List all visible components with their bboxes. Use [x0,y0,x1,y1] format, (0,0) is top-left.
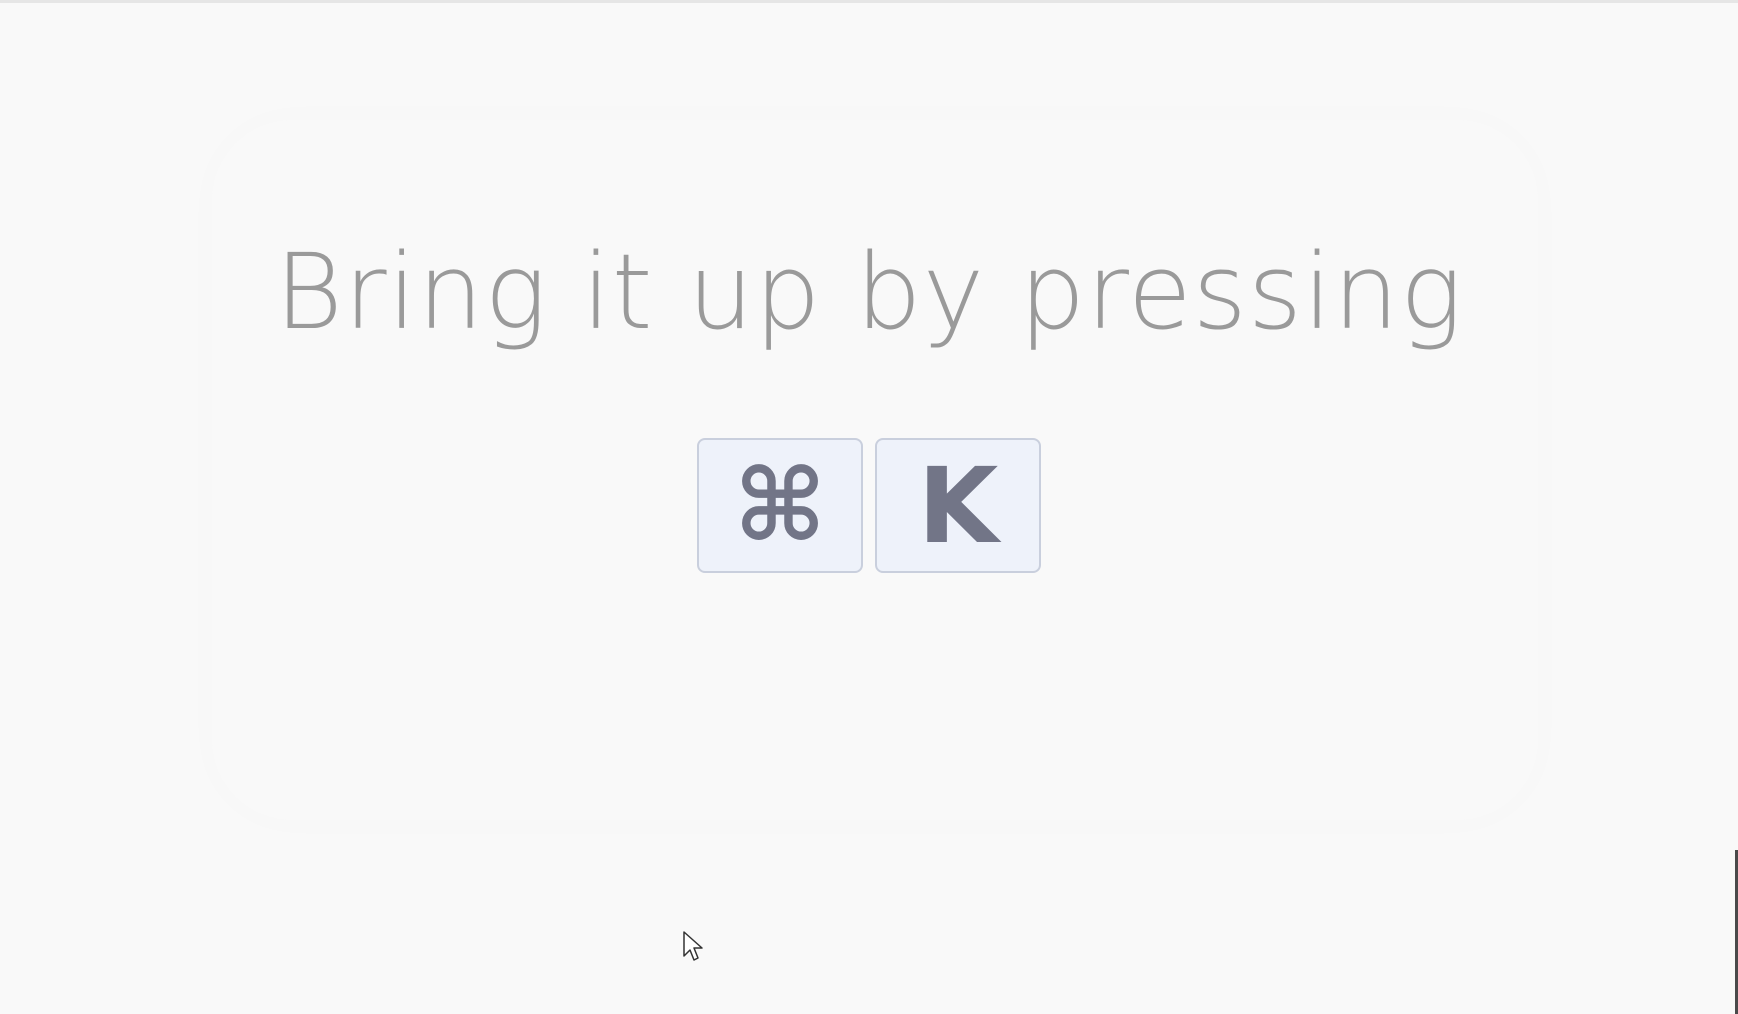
k-key-label: K [917,444,999,567]
command-icon: ⌘ [733,446,827,564]
scrollbar-edge[interactable] [1735,850,1738,1014]
command-key: ⌘ [697,438,863,573]
top-border [0,0,1738,3]
mouse-cursor-icon [683,931,703,961]
page-heading: Bring it up by pressing [274,231,1464,353]
keyboard-shortcut: ⌘ K [0,438,1738,573]
k-key: K [875,438,1041,573]
